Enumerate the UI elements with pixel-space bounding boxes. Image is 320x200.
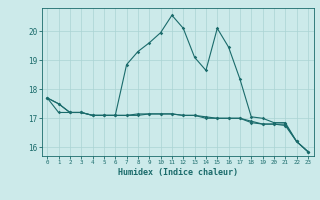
X-axis label: Humidex (Indice chaleur): Humidex (Indice chaleur) [118,168,237,177]
